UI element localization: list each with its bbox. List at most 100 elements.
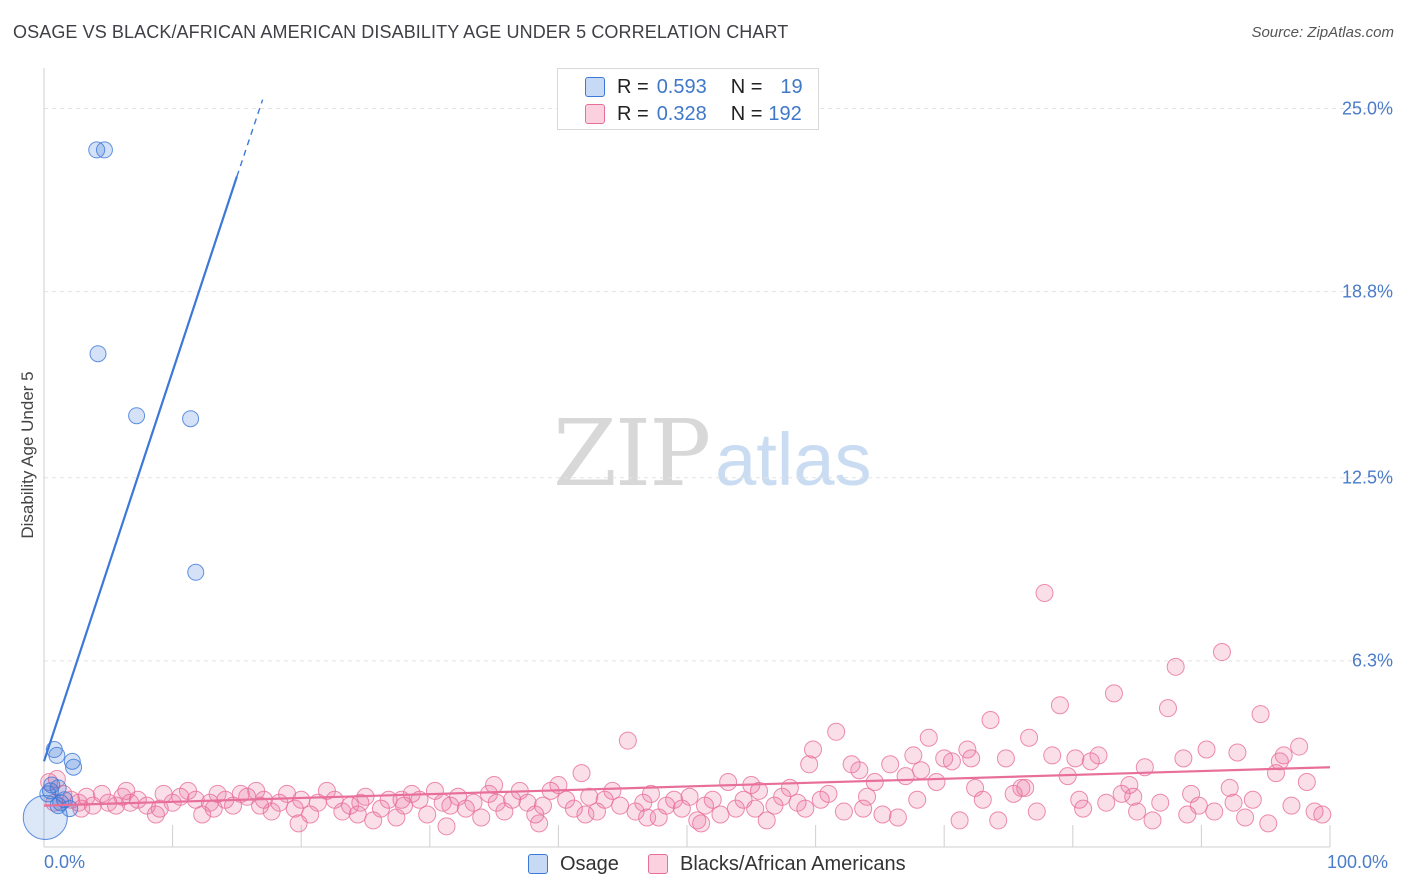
black-point-56 bbox=[472, 808, 491, 827]
black-point-115 bbox=[927, 773, 946, 792]
black-point-78 bbox=[641, 784, 660, 803]
osage-r-value: 0.593 bbox=[656, 75, 707, 98]
black-point-83 bbox=[680, 787, 699, 806]
black-point-169 bbox=[150, 799, 169, 818]
black-point-117 bbox=[942, 752, 961, 771]
black-point-123 bbox=[989, 811, 1008, 830]
black-point-102 bbox=[827, 722, 846, 741]
black-point-32 bbox=[285, 799, 304, 818]
black-point-172 bbox=[289, 814, 308, 833]
black-point-68 bbox=[564, 799, 583, 818]
black-point-108 bbox=[873, 805, 892, 824]
black-point-93 bbox=[757, 811, 776, 830]
black-point-162 bbox=[1290, 737, 1309, 756]
black-point-122 bbox=[981, 710, 1000, 729]
black-point-143 bbox=[1143, 811, 1162, 830]
black-point-98 bbox=[796, 799, 815, 818]
black-point-7 bbox=[92, 784, 111, 803]
black-point-73 bbox=[603, 781, 622, 800]
black-point-130 bbox=[1043, 746, 1062, 765]
legend-row-osage: R = 0.593 N = 19 bbox=[585, 75, 803, 99]
black-point-191 bbox=[1270, 752, 1289, 771]
osage-r-label: R = bbox=[617, 75, 649, 98]
black-point-157 bbox=[1251, 705, 1270, 724]
black-r-label: R = bbox=[617, 102, 649, 125]
black-point-129 bbox=[1035, 583, 1054, 602]
legend-row-black: R = 0.328 N = 192 bbox=[585, 102, 802, 126]
black-point-165 bbox=[1313, 805, 1332, 824]
bottom-legend-osage: Osage bbox=[528, 852, 619, 876]
black-point-92 bbox=[750, 781, 769, 800]
x-tick-max: 100.0% bbox=[1327, 852, 1389, 872]
bottom-osage-swatch bbox=[528, 854, 548, 874]
black-point-118 bbox=[950, 811, 969, 830]
trend-lines bbox=[42, 99, 1331, 807]
black-point-146 bbox=[1166, 657, 1185, 676]
black-point-154 bbox=[1228, 743, 1247, 762]
black-point-106 bbox=[858, 787, 877, 806]
osage-point-12 bbox=[41, 782, 59, 800]
black-point-119 bbox=[958, 740, 977, 759]
osage-point-5 bbox=[187, 563, 205, 581]
black-point-181 bbox=[746, 799, 765, 818]
black-r-value: 0.328 bbox=[656, 102, 707, 125]
y-tick-1: 12.5% bbox=[1341, 467, 1393, 488]
black-point-126 bbox=[1012, 778, 1031, 797]
black-point-101 bbox=[819, 784, 838, 803]
black-point-152 bbox=[1212, 643, 1231, 662]
black-point-142 bbox=[1135, 758, 1154, 777]
black-point-180 bbox=[692, 814, 711, 833]
correlation-legend: R = 0.593 N = 19 R = 0.328 N = 192 bbox=[557, 68, 819, 130]
black-point-155 bbox=[1236, 808, 1255, 827]
bottom-osage-label: Osage bbox=[560, 852, 619, 875]
y-tick-3: 25.0% bbox=[1341, 98, 1393, 119]
black-point-188 bbox=[1124, 787, 1143, 806]
black-point-124 bbox=[996, 749, 1015, 768]
black-point-182 bbox=[800, 755, 819, 774]
source-label: Source: ZipAtlas.com bbox=[1251, 24, 1394, 41]
black-point-183 bbox=[854, 799, 873, 818]
osage-point-4 bbox=[182, 410, 200, 428]
osage-point-1 bbox=[95, 141, 113, 159]
black-point-55 bbox=[464, 793, 483, 812]
black-point-9 bbox=[107, 796, 126, 815]
black-point-138 bbox=[1104, 684, 1123, 703]
osage-point-3 bbox=[128, 407, 146, 425]
black-point-151 bbox=[1205, 802, 1224, 821]
black-point-141 bbox=[1128, 802, 1147, 821]
black-point-86 bbox=[703, 790, 722, 809]
black-n-value: 192 bbox=[768, 102, 802, 125]
y-tick-0: 6.3% bbox=[1351, 650, 1393, 671]
osage-n-label: N = bbox=[730, 75, 763, 98]
black-point-176 bbox=[485, 775, 504, 794]
grid-lines bbox=[44, 108, 1390, 662]
osage-trend-line bbox=[42, 176, 238, 762]
black-point-111 bbox=[896, 767, 915, 786]
black-point-163 bbox=[1297, 773, 1316, 792]
osage-point-7 bbox=[48, 746, 66, 764]
black-point-179 bbox=[638, 808, 657, 827]
black-point-69 bbox=[572, 764, 591, 783]
black-trend-line bbox=[43, 766, 1331, 807]
axes bbox=[43, 68, 1331, 848]
osage-n-value: 19 bbox=[780, 75, 803, 98]
osage-point-17 bbox=[39, 785, 57, 803]
black-point-161 bbox=[1282, 796, 1301, 815]
chart-title: OSAGE VS BLACK/AFRICAN AMERICAN DISABILI… bbox=[13, 22, 789, 42]
x-tick-min: 0.0% bbox=[44, 852, 86, 872]
black-point-144 bbox=[1151, 793, 1170, 812]
black-point-112 bbox=[904, 746, 923, 765]
black-point-156 bbox=[1243, 790, 1262, 809]
black-points bbox=[40, 583, 1332, 836]
black-point-158 bbox=[1259, 814, 1278, 833]
black-point-74 bbox=[611, 796, 630, 815]
osage-point-9 bbox=[65, 758, 83, 776]
black-point-170 bbox=[204, 799, 223, 818]
black-point-133 bbox=[1066, 749, 1085, 768]
black-point-189 bbox=[1178, 805, 1197, 824]
black-point-186 bbox=[1016, 778, 1035, 797]
black-point-109 bbox=[881, 755, 900, 774]
osage-point-8 bbox=[63, 752, 81, 770]
black-point-190 bbox=[1224, 793, 1243, 812]
black-point-171 bbox=[251, 796, 270, 815]
